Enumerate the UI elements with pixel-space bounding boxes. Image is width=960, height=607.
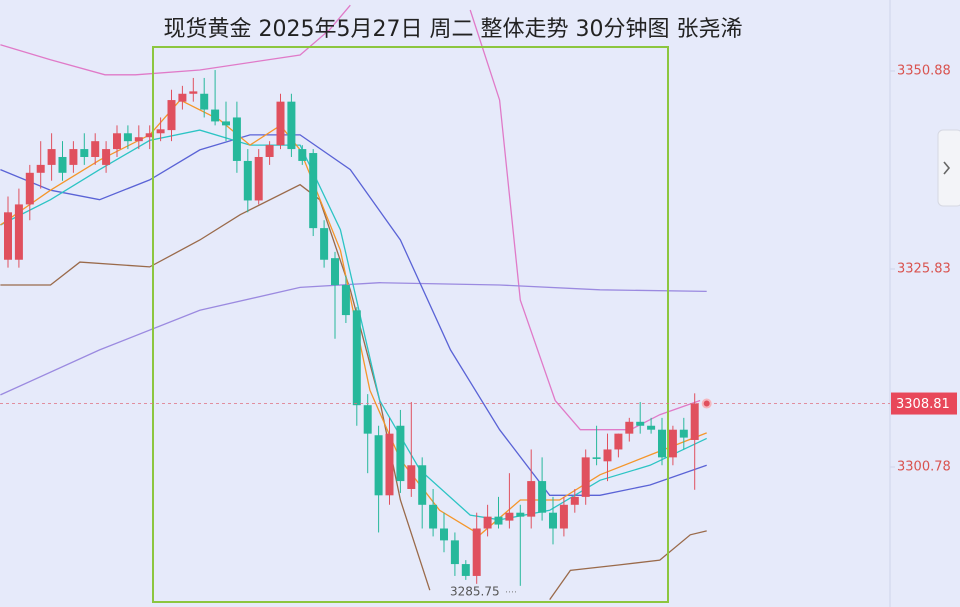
chart-title: 现货黄金 2025年5月27日 周二 整体走势 30分钟图 张尧浠 (164, 17, 743, 42)
candles (4, 91, 699, 576)
y-tick-label: 3325.83 (897, 261, 951, 276)
last-price-tag (891, 392, 957, 415)
y-tick-label: 3350.88 (897, 63, 951, 78)
low-annotation: 3285.75 (450, 584, 500, 598)
y-tick-label: 3300.78 (897, 460, 951, 475)
indicator-line (0, 4, 701, 431)
highlight-box (152, 46, 669, 603)
indicator-lines (0, 4, 707, 600)
sidebar-toggle[interactable] (937, 129, 960, 207)
indicator-line (0, 183, 707, 600)
indicator-line (0, 282, 707, 396)
last-price-label: 3308.81 (896, 397, 950, 412)
last-price-dot (701, 398, 712, 409)
